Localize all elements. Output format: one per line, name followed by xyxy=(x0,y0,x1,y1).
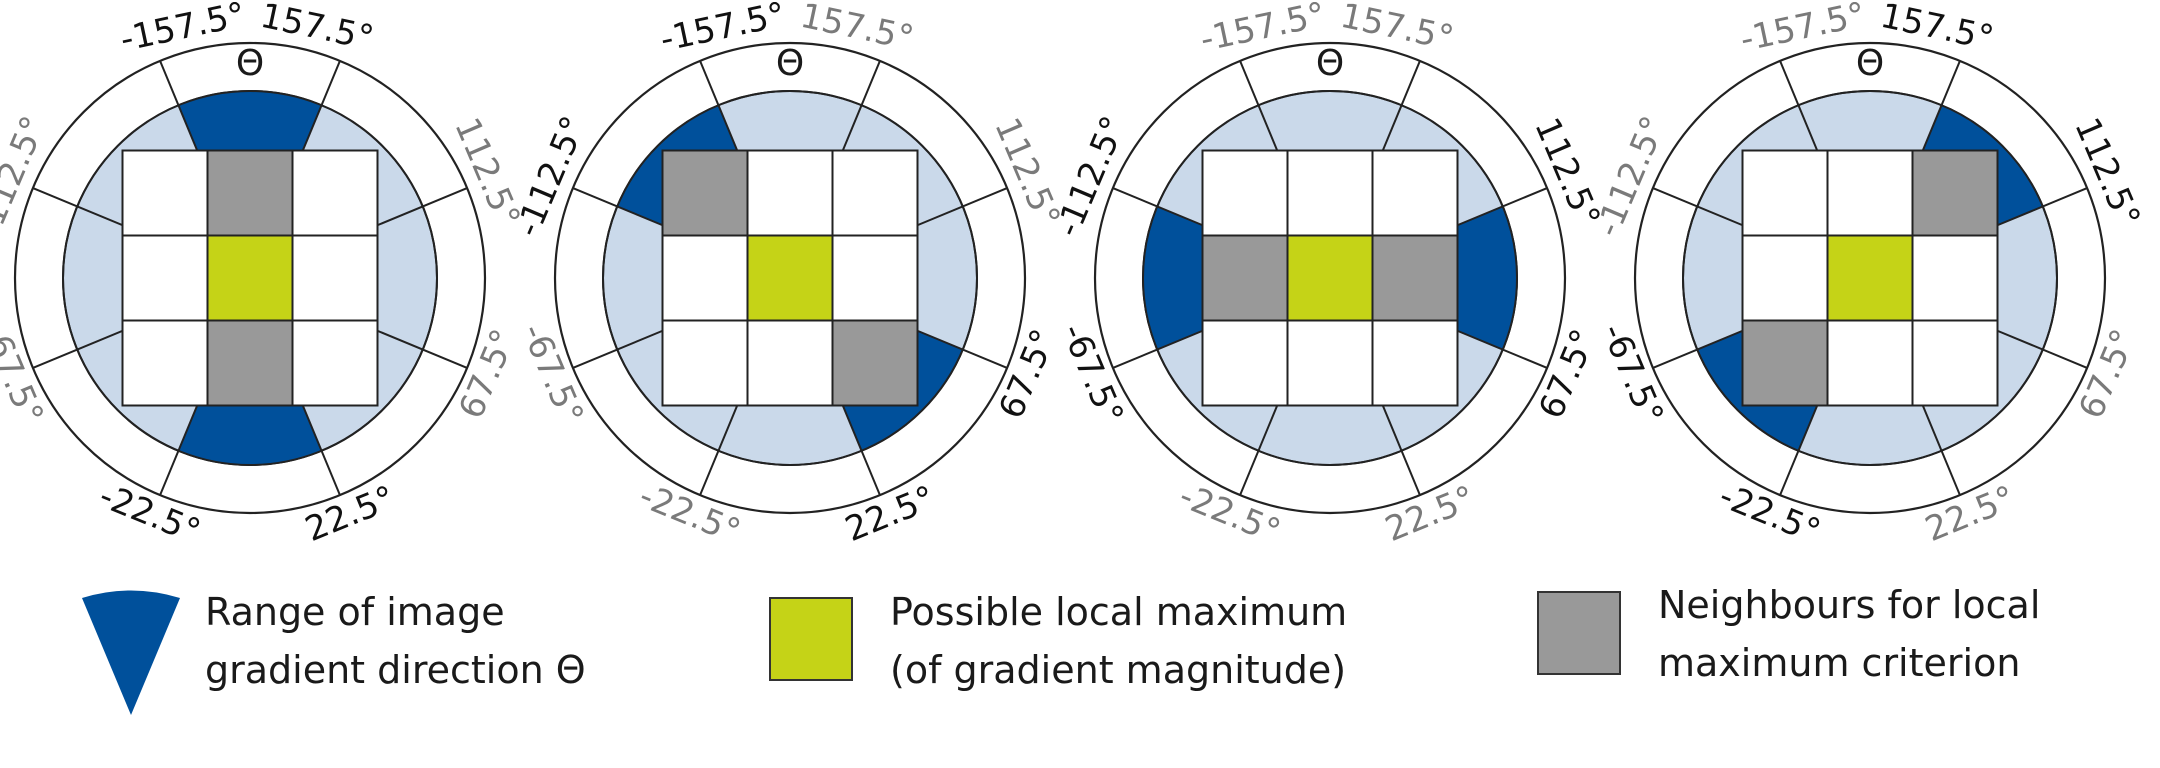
boundary-ray-lower-right xyxy=(909,326,1008,369)
pixel-grid xyxy=(661,149,919,407)
legend-neighbours: Neighbours for local maximum criterion xyxy=(1537,583,2040,685)
boundary-ray-bottom-right xyxy=(1378,397,1421,496)
diagrams-row: -157.5° 157.5°112.5°67.5°22.5°-22.5°-67.5… xyxy=(0,0,2148,552)
boundary-ray-top-right xyxy=(1918,60,1961,159)
grid-cell xyxy=(1741,234,1829,322)
boundary-ray-top-left xyxy=(1779,60,1822,159)
boundary-ray-top-right xyxy=(298,60,341,159)
boundary-ray-lower-left xyxy=(1652,326,1751,369)
theta-symbol: Θ xyxy=(1316,43,1344,84)
legend-maximum-line2: (of gradient magnitude) xyxy=(890,648,1346,692)
inner-border xyxy=(1142,90,1518,466)
grid-cell xyxy=(1741,149,1829,237)
grid-cell xyxy=(1371,319,1459,407)
boundary-ray-upper-right xyxy=(369,187,468,230)
boundary-ray-upper-left xyxy=(1652,187,1751,230)
center-cell xyxy=(1826,234,1914,322)
grid-cell xyxy=(121,319,209,407)
legend-maximum-swatch xyxy=(769,597,853,681)
grid-cell xyxy=(121,149,209,237)
grid-cell xyxy=(1286,319,1374,407)
grid-cell xyxy=(746,149,834,237)
pixel-grid xyxy=(1741,149,1999,407)
boundary-ray-bottom-right xyxy=(838,397,881,496)
boundary-ray-top-left xyxy=(159,60,202,159)
legend: Range of image gradient direction Θ Poss… xyxy=(82,583,2040,715)
legend-neighbours-swatch xyxy=(1537,591,1621,675)
diagram-horizontal: -157.5° 157.5°112.5°67.5°22.5°-22.5°-67.5… xyxy=(1048,0,1608,552)
neighbour-cell xyxy=(1911,149,1999,237)
grid-cell xyxy=(831,234,919,322)
inner-border xyxy=(1682,90,2058,466)
diagram-vertical: -157.5° 157.5°112.5°67.5°22.5°-22.5°-67.5… xyxy=(0,0,528,552)
boundary-ray-bottom-left xyxy=(1779,397,1822,496)
boundary-ray-lower-left xyxy=(1112,326,1211,369)
boundary-ray-bottom-left xyxy=(159,397,202,496)
neighbour-cell xyxy=(206,149,294,237)
neighbour-cell xyxy=(206,319,294,407)
legend-range: Range of image gradient direction Θ xyxy=(82,590,586,715)
grid-cell xyxy=(1371,149,1459,237)
legend-range-line1: Range of image xyxy=(205,590,505,634)
boundary-ray-top-left xyxy=(1239,60,1282,159)
boundary-ray-upper-left xyxy=(572,187,671,230)
neighbour-cell xyxy=(1741,319,1829,407)
boundary-ray-lower-right xyxy=(1989,326,2088,369)
neighbour-cell xyxy=(831,319,919,407)
boundary-ray-bottom-left xyxy=(1239,397,1282,496)
inner-border xyxy=(602,90,978,466)
legend-neighbours-line1: Neighbours for local xyxy=(1658,583,2040,627)
grid-cell xyxy=(1201,319,1289,407)
grid-cell xyxy=(291,149,379,237)
diagram-diagonal-anti: -157.5° 157.5°112.5°67.5°22.5°-22.5°-67.5… xyxy=(1588,0,2148,552)
neighbour-cell xyxy=(661,149,749,237)
legend-range-line2: gradient direction Θ xyxy=(205,648,586,692)
legend-neighbours-line2: maximum criterion xyxy=(1658,641,2020,685)
boundary-ray-top-left xyxy=(699,60,742,159)
grid-cell xyxy=(661,234,749,322)
diagram-diagonal-main: -157.5° 157.5°112.5°67.5°22.5°-22.5°-67.5… xyxy=(508,0,1068,552)
boundary-ray-lower-right xyxy=(369,326,468,369)
grid-cell xyxy=(1826,149,1914,237)
neighbour-cell xyxy=(1371,234,1459,322)
grid-cell xyxy=(746,319,834,407)
boundary-ray-upper-right xyxy=(1989,187,2088,230)
boundary-ray-bottom-left xyxy=(699,397,742,496)
grid-cell xyxy=(1911,234,1999,322)
legend-maximum-line1: Possible local maximum xyxy=(890,590,1347,634)
boundary-ray-upper-right xyxy=(1449,187,1548,230)
grid-cell xyxy=(661,319,749,407)
boundary-ray-upper-right xyxy=(909,187,1008,230)
pixel-grid xyxy=(121,149,379,407)
boundary-ray-top-right xyxy=(1378,60,1421,159)
boundary-ray-top-right xyxy=(838,60,881,159)
grid-cell xyxy=(1911,319,1999,407)
inner-border xyxy=(62,90,438,466)
boundary-ray-lower-right xyxy=(1449,326,1548,369)
legend-range-swatch xyxy=(82,590,180,715)
legend-maximum: Possible local maximum (of gradient magn… xyxy=(769,590,1347,692)
boundary-ray-bottom-right xyxy=(298,397,341,496)
theta-symbol: Θ xyxy=(236,43,264,84)
center-cell xyxy=(206,234,294,322)
grid-cell xyxy=(291,234,379,322)
grid-cell xyxy=(831,149,919,237)
pixel-grid xyxy=(1201,149,1459,407)
center-cell xyxy=(1286,234,1374,322)
theta-symbol: Θ xyxy=(1856,43,1884,84)
boundary-ray-lower-left xyxy=(32,326,131,369)
boundary-ray-lower-left xyxy=(572,326,671,369)
grid-cell xyxy=(1826,319,1914,407)
center-cell xyxy=(746,234,834,322)
grid-cell xyxy=(1201,149,1289,237)
boundary-ray-bottom-right xyxy=(1918,397,1961,496)
grid-cell xyxy=(121,234,209,322)
neighbour-cell xyxy=(1201,234,1289,322)
grid-cell xyxy=(1286,149,1374,237)
boundary-ray-upper-left xyxy=(32,187,131,230)
theta-symbol: Θ xyxy=(776,43,804,84)
boundary-ray-upper-left xyxy=(1112,187,1211,230)
grid-cell xyxy=(291,319,379,407)
